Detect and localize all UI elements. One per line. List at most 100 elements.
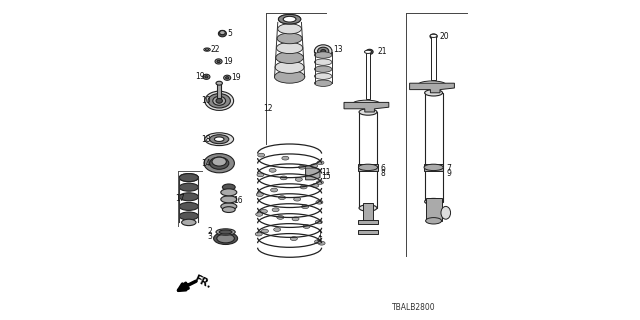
Ellipse shape [353, 100, 380, 107]
Ellipse shape [216, 229, 236, 235]
Ellipse shape [271, 188, 278, 192]
Ellipse shape [205, 91, 234, 110]
Ellipse shape [221, 189, 237, 196]
Ellipse shape [314, 52, 332, 58]
Text: 3: 3 [207, 232, 212, 241]
Ellipse shape [214, 137, 224, 141]
Ellipse shape [218, 30, 227, 37]
Ellipse shape [278, 24, 301, 34]
Ellipse shape [292, 217, 299, 221]
Text: 7: 7 [447, 164, 451, 173]
Ellipse shape [179, 212, 198, 220]
Bar [217, 83, 221, 98]
Ellipse shape [269, 168, 276, 172]
Text: 1: 1 [317, 230, 321, 239]
Ellipse shape [204, 154, 234, 173]
Ellipse shape [255, 232, 262, 236]
Ellipse shape [272, 208, 279, 212]
Bar [426, 198, 442, 221]
Ellipse shape [179, 203, 198, 211]
Bar [359, 112, 377, 208]
Polygon shape [410, 83, 454, 93]
Ellipse shape [316, 200, 323, 204]
Ellipse shape [275, 70, 305, 83]
Text: 10: 10 [201, 96, 211, 105]
Ellipse shape [179, 173, 198, 182]
Text: 4: 4 [317, 235, 322, 244]
Ellipse shape [314, 59, 332, 65]
Ellipse shape [224, 75, 231, 80]
Ellipse shape [212, 157, 227, 166]
Ellipse shape [424, 164, 444, 171]
Ellipse shape [215, 59, 222, 64]
Ellipse shape [303, 225, 310, 228]
Ellipse shape [275, 61, 304, 73]
Ellipse shape [314, 240, 321, 244]
Ellipse shape [278, 196, 285, 200]
Ellipse shape [301, 205, 308, 209]
Ellipse shape [179, 183, 198, 191]
Ellipse shape [310, 164, 317, 168]
Ellipse shape [359, 109, 377, 115]
Ellipse shape [278, 14, 301, 24]
Text: FR.: FR. [192, 274, 212, 291]
Text: 9: 9 [447, 169, 451, 178]
Ellipse shape [316, 180, 323, 184]
Ellipse shape [314, 66, 332, 72]
Ellipse shape [419, 81, 445, 88]
Bar [358, 164, 378, 171]
Ellipse shape [280, 176, 287, 180]
Ellipse shape [291, 237, 298, 241]
Text: 21: 21 [378, 47, 387, 56]
Ellipse shape [256, 212, 263, 216]
Ellipse shape [256, 193, 263, 196]
Ellipse shape [260, 209, 268, 213]
Ellipse shape [317, 161, 324, 164]
Ellipse shape [314, 80, 332, 86]
Polygon shape [306, 168, 320, 180]
Ellipse shape [321, 50, 326, 53]
Ellipse shape [312, 184, 319, 188]
Ellipse shape [221, 203, 237, 210]
Ellipse shape [317, 47, 329, 55]
Ellipse shape [284, 16, 296, 22]
Ellipse shape [425, 198, 443, 205]
Ellipse shape [441, 206, 451, 219]
Ellipse shape [430, 34, 437, 37]
Text: 2: 2 [207, 227, 212, 236]
Ellipse shape [262, 229, 269, 233]
Ellipse shape [179, 173, 198, 182]
Text: 6: 6 [381, 164, 386, 173]
Ellipse shape [366, 49, 373, 54]
Ellipse shape [214, 232, 237, 244]
Ellipse shape [294, 197, 301, 201]
Bar [425, 93, 443, 202]
Text: 16: 16 [234, 196, 243, 204]
Ellipse shape [430, 34, 437, 39]
Ellipse shape [365, 50, 371, 53]
Ellipse shape [226, 77, 229, 79]
Ellipse shape [203, 74, 210, 79]
Bar [366, 52, 370, 99]
Text: 13: 13 [333, 45, 342, 54]
Ellipse shape [205, 76, 208, 78]
Ellipse shape [318, 241, 325, 245]
Ellipse shape [300, 185, 307, 189]
Text: 14: 14 [201, 159, 211, 168]
Ellipse shape [219, 230, 232, 234]
Ellipse shape [282, 156, 289, 160]
Ellipse shape [216, 81, 223, 85]
Text: 11: 11 [322, 168, 331, 177]
Text: 8: 8 [381, 169, 385, 178]
Text: 18: 18 [201, 135, 211, 144]
Ellipse shape [314, 45, 332, 58]
Ellipse shape [205, 133, 234, 146]
Bar [358, 230, 378, 234]
Bar [431, 36, 436, 80]
Ellipse shape [210, 135, 229, 144]
Polygon shape [344, 102, 389, 112]
Text: 20: 20 [440, 32, 449, 41]
Bar [424, 164, 444, 171]
Bar [358, 220, 378, 224]
Ellipse shape [316, 220, 323, 224]
